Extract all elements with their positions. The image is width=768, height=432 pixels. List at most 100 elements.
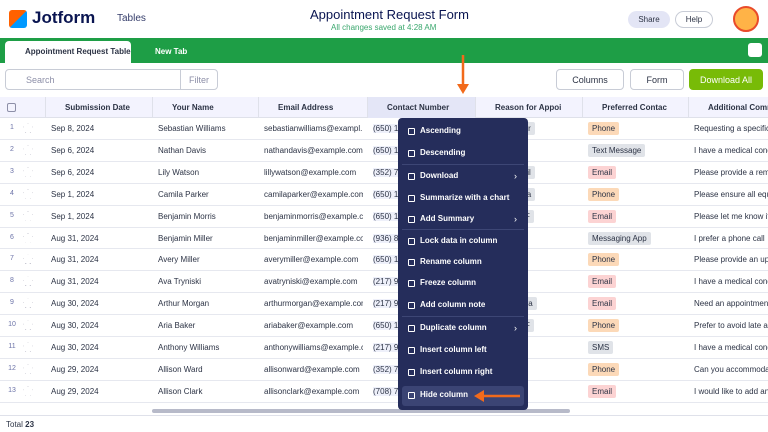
- active-tab[interactable]: Appointment Request Table: [5, 41, 131, 63]
- tables-menu[interactable]: Tables: [117, 13, 146, 24]
- cell: Lily Watson: [158, 167, 200, 177]
- cell: I would like to add an: [694, 386, 768, 396]
- columns-button[interactable]: Columns: [556, 69, 624, 90]
- contact-chip: Phone: [588, 253, 620, 267]
- star[interactable]: [23, 276, 33, 287]
- avatar[interactable]: [733, 6, 759, 32]
- column-header[interactable]: Your Name: [152, 97, 258, 118]
- cell: Allison Clark: [158, 386, 203, 396]
- star[interactable]: [23, 363, 33, 374]
- row-line: [0, 292, 768, 294]
- column-header[interactable]: Email Address: [258, 97, 367, 118]
- column-header[interactable]: Reason for Appoi: [475, 97, 582, 118]
- row-number: 13: [8, 386, 16, 394]
- cell: Prefer to avoid late a: [694, 321, 768, 331]
- contact-chip: Email: [588, 275, 617, 289]
- cell: averymiller@example.com: [264, 255, 359, 265]
- menu-item[interactable]: Summarize with a chart: [420, 193, 510, 202]
- tab-menu[interactable]: [748, 43, 762, 57]
- menu-item[interactable]: Duplicate column: [420, 323, 487, 332]
- cell: Aug 30, 2024: [51, 321, 99, 331]
- menu-item[interactable]: Lock data in column: [420, 236, 498, 245]
- form-title[interactable]: Appointment Request Form: [310, 7, 469, 22]
- cell: nathandavis@example.com: [264, 145, 363, 155]
- star[interactable]: [23, 385, 33, 396]
- menu-divider: [402, 316, 524, 317]
- cell: I prefer a phone call: [694, 233, 765, 243]
- row-number: 8: [10, 277, 14, 285]
- column-header[interactable]: Additional Comm: [688, 97, 768, 118]
- star[interactable]: [23, 342, 33, 352]
- filter-button[interactable]: Filter: [180, 69, 218, 90]
- search-input[interactable]: Search: [5, 69, 181, 90]
- menu-divider: [402, 229, 524, 230]
- cell: Ava Tryniski: [158, 277, 201, 287]
- menu-icon: [408, 150, 415, 157]
- logo-icon[interactable]: [9, 10, 27, 28]
- menu-item[interactable]: Insert column right: [420, 367, 493, 376]
- column-header[interactable]: Submission Date: [45, 97, 152, 118]
- star[interactable]: [23, 123, 33, 133]
- cell: I have a medical cond: [694, 145, 768, 155]
- contact-chip: SMS: [588, 341, 614, 354]
- star[interactable]: [23, 232, 33, 243]
- cell: Sep 6, 2024: [51, 145, 95, 155]
- menu-item[interactable]: Hide column: [420, 390, 469, 399]
- menu-item[interactable]: Add Summary: [420, 214, 475, 223]
- menu-item[interactable]: Descending: [420, 148, 466, 157]
- contact-chip: Email: [588, 165, 617, 179]
- download-all-button[interactable]: Download All: [689, 69, 763, 90]
- cell: Avery Miller: [158, 255, 200, 265]
- menu-item[interactable]: Freeze column: [420, 278, 477, 287]
- row-line: [0, 138, 768, 140]
- row-number: 1: [10, 124, 14, 131]
- star[interactable]: [23, 166, 33, 177]
- menu-icon: [408, 347, 415, 354]
- column-header[interactable]: Contact Number: [367, 97, 475, 118]
- cell: anthonywilliams@example.com: [264, 343, 363, 352]
- contact-chip: Phone: [588, 122, 620, 135]
- select-all[interactable]: [7, 103, 16, 112]
- form-button[interactable]: Form: [630, 69, 684, 90]
- table: Submission Date Your Name Email Address Con…: [0, 97, 768, 415]
- menu-item[interactable]: Add column note: [420, 300, 486, 309]
- logo[interactable]: Jotform: [32, 8, 96, 27]
- row-number: 11: [8, 343, 16, 350]
- menu-icon: [408, 325, 415, 332]
- menu-item[interactable]: Rename column: [420, 257, 482, 266]
- row-line: [0, 270, 768, 272]
- menu-item[interactable]: Ascending: [420, 126, 461, 135]
- row-number: 3: [10, 167, 14, 175]
- menu-icon: [408, 216, 415, 223]
- help-button[interactable]: Help: [675, 11, 713, 28]
- cell: Aug 29, 2024: [51, 386, 99, 396]
- menu-icon: [408, 195, 415, 202]
- submenu-caret: ›: [514, 171, 517, 181]
- contact-chip: Phone: [588, 362, 620, 376]
- row-line: [0, 401, 768, 403]
- star[interactable]: [23, 144, 33, 155]
- star[interactable]: [23, 254, 33, 265]
- new-tab[interactable]: New Tab: [155, 47, 188, 56]
- contact-chip: Email: [588, 209, 617, 223]
- cell: Please let me know if: [694, 211, 768, 221]
- menu-item[interactable]: Insert column left: [420, 345, 487, 354]
- star[interactable]: [23, 210, 33, 221]
- save-status: All changes saved at 4:28 AM: [331, 23, 437, 32]
- cell: allisonclark@example.com: [264, 386, 360, 396]
- menu-icon: [408, 369, 415, 376]
- star[interactable]: [23, 298, 33, 309]
- share-button[interactable]: Share: [628, 11, 670, 28]
- row-line: [0, 314, 768, 316]
- contact-chip: Phone: [588, 319, 620, 333]
- menu-icon: [408, 259, 415, 266]
- column-header[interactable]: Preferred Contac: [582, 97, 688, 118]
- row-number: 9: [10, 299, 14, 307]
- cell: Benjamin Morris: [158, 211, 216, 221]
- row-line: [0, 248, 768, 250]
- star[interactable]: [23, 188, 33, 199]
- row-number: 4: [10, 189, 14, 197]
- star[interactable]: [23, 320, 33, 331]
- menu-item[interactable]: Download: [420, 171, 459, 180]
- cell: Aug 31, 2024: [51, 255, 99, 265]
